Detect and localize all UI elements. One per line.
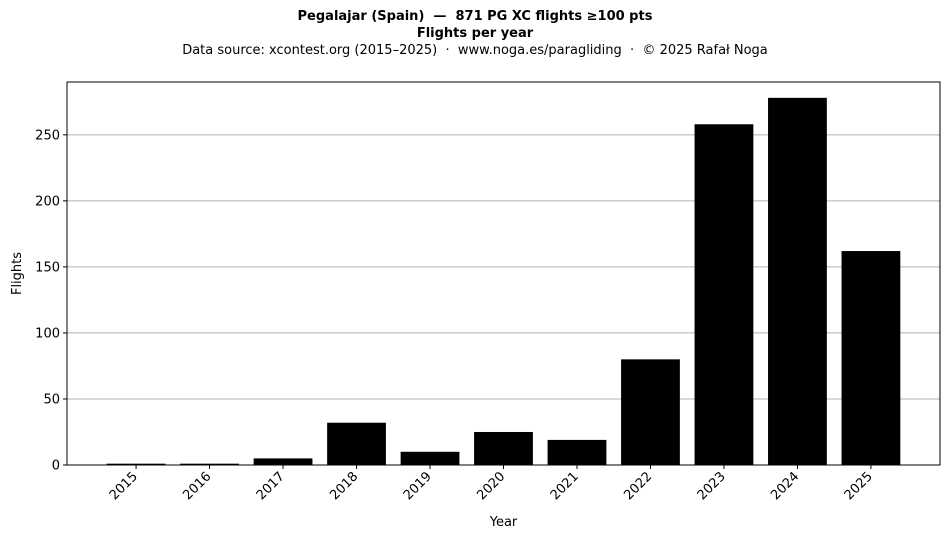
x-tick-label: 2021 — [548, 469, 582, 503]
y-tick-label: 150 — [35, 260, 60, 275]
x-tick-label: 2025 — [842, 469, 876, 503]
x-tick-label: 2016 — [180, 469, 214, 503]
bar — [253, 458, 313, 465]
chart-title-block: Pegalajar (Spain) — 871 PG XC flights ≥1… — [0, 8, 950, 59]
x-tick-label: 2017 — [254, 469, 288, 503]
bar — [547, 439, 607, 465]
bar — [400, 451, 460, 465]
y-tick-label: 200 — [35, 194, 60, 209]
bar — [621, 359, 680, 465]
bar — [327, 422, 386, 465]
y-tick-label: 250 — [35, 128, 60, 143]
x-tick-label: 2024 — [768, 469, 802, 503]
y-tick-label: 50 — [43, 392, 60, 407]
source-note: Data source: xcontest.org (2015–2025) · … — [182, 43, 768, 58]
x-tick-label: 2023 — [695, 469, 729, 503]
bar — [841, 251, 901, 465]
bar — [768, 97, 827, 466]
chart-title: Pegalajar (Spain) — 871 PG XC flights ≥1… — [297, 9, 653, 24]
x-tick-label: 2015 — [107, 469, 141, 503]
x-tick-label: 2018 — [327, 469, 361, 503]
bar — [106, 463, 166, 465]
y-axis: 0 50 100 150 200 250 — [35, 128, 67, 474]
bar — [474, 431, 533, 465]
x-tick-label: 2019 — [401, 469, 435, 503]
x-axis-label: Year — [489, 515, 518, 530]
bars — [106, 97, 901, 466]
x-tick-label: 2020 — [474, 469, 508, 503]
bar — [180, 463, 239, 465]
bar — [694, 124, 754, 465]
chart-subtitle: Flights per year — [416, 26, 534, 41]
y-axis-label: Flights — [10, 252, 25, 295]
y-tick-label: 100 — [35, 326, 60, 341]
x-axis: 2015 2016 2017 2018 2019 2020 2021 2022 2023 2024… — [107, 465, 876, 503]
x-tick-label: 2022 — [621, 469, 655, 503]
y-tick-label: 0 — [52, 459, 60, 474]
